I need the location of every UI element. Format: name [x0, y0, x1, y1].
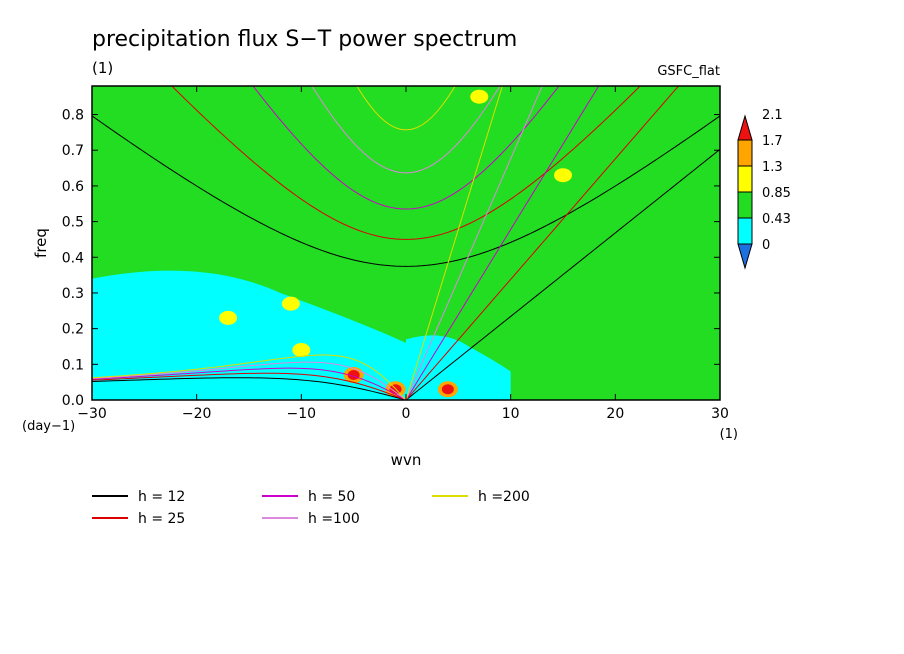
gravity-curve-h50	[252, 86, 560, 210]
y-tick-label-5: 0.5	[62, 215, 84, 231]
y-tick-label-6: 0.6	[62, 179, 84, 195]
x-axis: −30 −20 −10 0 10 20 30	[77, 86, 729, 422]
hotspot-6	[554, 168, 572, 183]
x-tick-label-4: 10	[502, 406, 520, 422]
x-unit-label: (1)	[720, 427, 738, 442]
rossby-curve-h12	[92, 377, 407, 400]
x-tick-label-6: 30	[711, 406, 729, 422]
x-tick-label-5: 20	[606, 406, 624, 422]
y-tick-label-3: 0.3	[62, 286, 84, 302]
colorbar-label-5: 2.1	[762, 108, 783, 123]
legend-label-4: h =200	[478, 489, 530, 505]
gravity-curve-h25	[171, 86, 641, 240]
colorbar-label-3: 1.3	[762, 160, 783, 175]
kelvin-curve-h100	[405, 86, 543, 400]
x-tick-label-3: 0	[402, 406, 411, 422]
colorbar-label-2: 0.85	[762, 186, 791, 201]
kelvin-curve-h25	[405, 86, 680, 400]
y-tick-label-7: 0.7	[62, 143, 84, 159]
legend-label-0: h = 12	[138, 489, 185, 505]
plot-area	[91, 85, 721, 401]
chart-subtitle-right: GSFC_flat	[657, 64, 720, 79]
hotspot-7	[470, 89, 489, 104]
rossby-curve-h200	[92, 354, 407, 400]
hotspot-0	[292, 343, 311, 358]
colorbar-segment-1	[737, 217, 753, 245]
gravity-curve-h100	[311, 86, 501, 174]
low-power-region-1	[406, 335, 511, 400]
x-tick-label-1: −20	[182, 406, 212, 422]
y-axis-label: freq	[32, 228, 50, 258]
colorbar-top-arrow	[737, 114, 753, 141]
low-power-region-0	[92, 270, 406, 400]
hotspot-4	[219, 310, 238, 325]
rossby-curve-h25	[92, 372, 407, 400]
x-tick-label-0: −30	[77, 406, 107, 422]
legend: h = 12 h = 25 h = 50 h =100 h =200	[92, 489, 530, 527]
hotspot-5	[281, 296, 300, 311]
legend-label-3: h =100	[308, 511, 360, 527]
chart-title: precipitation flux S−T power spectrum	[92, 27, 517, 52]
colorbar-label-0: 0	[762, 238, 770, 253]
kelvin-curve-h50	[405, 86, 600, 400]
legend-label-2: h = 50	[308, 489, 355, 505]
hotspot-3	[441, 384, 454, 395]
dispersion-curves	[92, 86, 720, 400]
y-tick-label-1: 0.1	[62, 357, 84, 373]
colorbar-label-1: 0.43	[762, 212, 791, 227]
gravity-curve-h200	[356, 86, 456, 131]
colorbar: 0 0.43 0.85 1.3 1.7 2.1	[737, 108, 791, 270]
x-tick-label-2: −10	[287, 406, 317, 422]
kelvin-curve-h200	[405, 86, 503, 400]
x-axis-label: wvn	[391, 451, 422, 469]
colorbar-bottom-arrow	[737, 243, 753, 270]
rossby-curve-h100	[92, 361, 407, 400]
rossby-curve-h50	[92, 367, 407, 400]
colorbar-label-4: 1.7	[762, 134, 783, 149]
gravity-curve-h12	[92, 115, 720, 267]
colorbar-segment-3	[737, 165, 753, 193]
y-tick-label-0: 0.0	[62, 393, 84, 409]
y-axis: 0.0 0.1 0.2 0.3 0.4 0.5 0.6 0.7 0.8	[62, 108, 720, 409]
chart-subtitle-left: (1)	[92, 59, 113, 77]
y-tick-label-2: 0.2	[62, 322, 84, 338]
colorbar-segment-2	[737, 191, 753, 219]
colorbar-segment-4	[737, 139, 753, 167]
legend-label-1: h = 25	[138, 511, 185, 527]
kelvin-curve-h12	[405, 148, 720, 400]
y-tick-label-4: 0.4	[62, 250, 84, 266]
y-tick-label-8: 0.8	[62, 108, 84, 124]
y-unit-label: (day−1)	[22, 419, 75, 434]
